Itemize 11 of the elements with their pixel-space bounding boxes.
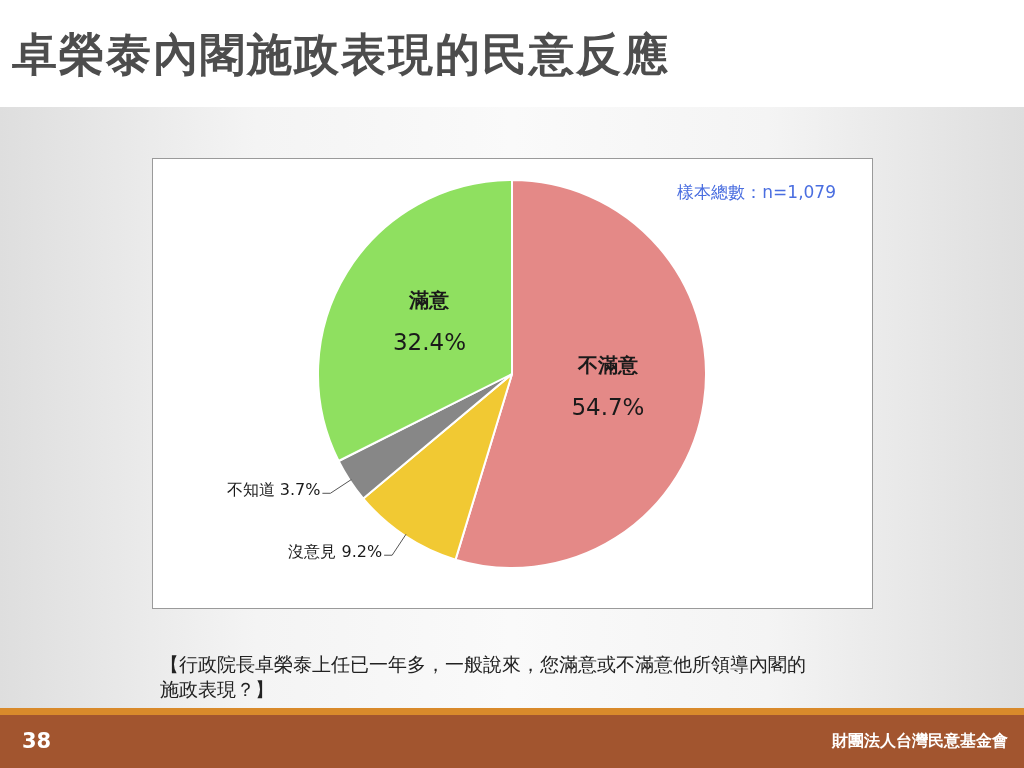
slice-label: 不知道 3.7% [226,480,321,500]
chart-title: 卓榮泰內閣施政表現的民意反應 [12,27,670,83]
data-label: 54.7% [571,394,645,421]
text: 樣本總數：n=1,079 [677,181,836,204]
slice-label: 滿意 [408,288,451,313]
slice-label: 不滿意 [576,353,639,378]
text: 【行政院長卓榮泰上任已一年多，一般說來，您滿意或不滿意他所領導內閣的施政表現？】 [160,653,807,702]
data-label: 32.4% [392,329,466,356]
text: 38 [22,729,52,753]
text: 財團法人台灣民意基金會 [832,731,1008,752]
slice-label: 沒意見 9.2% [288,542,383,562]
